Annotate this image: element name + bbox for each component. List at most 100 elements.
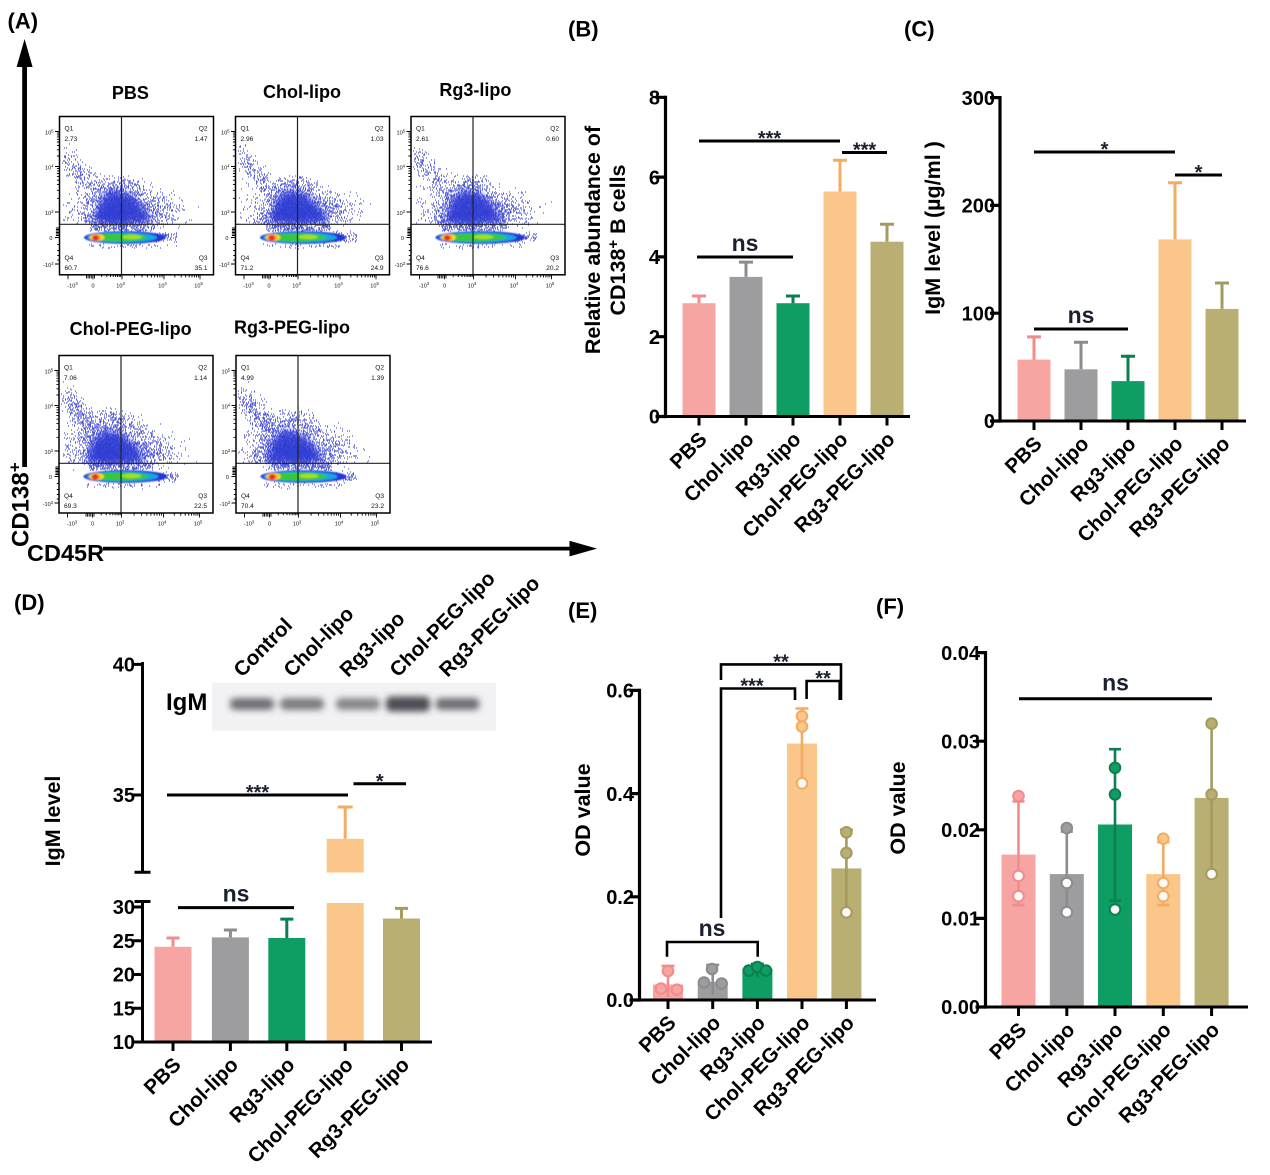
svg-text:(F): (F)	[876, 594, 904, 619]
svg-text:Q3: Q3	[198, 493, 207, 500]
svg-text:ns: ns	[1068, 302, 1095, 328]
svg-text:103: 103	[221, 209, 230, 217]
svg-text:*: *	[1195, 162, 1203, 184]
svg-text:Q3: Q3	[199, 255, 208, 262]
svg-text:105: 105	[194, 519, 203, 527]
svg-text:1.39: 1.39	[371, 375, 384, 382]
svg-text:104: 104	[158, 519, 167, 527]
svg-text:-103: -103	[395, 261, 406, 269]
svg-text:105: 105	[194, 281, 203, 289]
svg-text:IgM: IgM	[166, 689, 207, 716]
svg-text:-103: -103	[219, 261, 230, 269]
svg-text:35.1: 35.1	[195, 265, 208, 272]
svg-text:4: 4	[649, 247, 661, 269]
svg-text:2.96: 2.96	[241, 136, 254, 143]
svg-text:103: 103	[116, 281, 125, 289]
svg-text:-103: -103	[43, 261, 54, 269]
svg-text:***: ***	[740, 676, 764, 698]
svg-text:15: 15	[113, 999, 135, 1021]
svg-text:Q2: Q2	[375, 126, 384, 133]
svg-text:103: 103	[292, 281, 301, 289]
svg-text:(E): (E)	[568, 598, 597, 623]
svg-text:104: 104	[221, 402, 230, 410]
svg-text:Q4: Q4	[64, 493, 73, 500]
svg-text:60.7: 60.7	[65, 265, 78, 272]
svg-text:105: 105	[370, 281, 379, 289]
svg-text:Q3: Q3	[375, 493, 384, 500]
svg-text:ns: ns	[223, 881, 250, 907]
svg-text:***: ***	[246, 782, 270, 804]
svg-text:2: 2	[649, 327, 660, 349]
svg-text:1.14: 1.14	[194, 375, 207, 382]
svg-text:0.0: 0.0	[606, 990, 634, 1012]
svg-text:105: 105	[45, 128, 54, 136]
svg-text:0: 0	[91, 283, 94, 289]
svg-text:104: 104	[334, 281, 343, 289]
svg-text:103: 103	[468, 281, 477, 289]
svg-text:104: 104	[396, 163, 405, 171]
svg-text:*: *	[1101, 139, 1109, 161]
svg-text:71.2: 71.2	[241, 265, 254, 272]
svg-text:2.73: 2.73	[65, 136, 78, 143]
svg-text:103: 103	[116, 519, 125, 527]
svg-text:ns: ns	[1102, 670, 1129, 696]
svg-text:Chol-lipo: Chol-lipo	[263, 82, 341, 102]
svg-text:20.2: 20.2	[546, 265, 559, 272]
svg-text:ns: ns	[699, 915, 726, 941]
svg-text:0.00: 0.00	[941, 997, 980, 1019]
svg-text:Rg3-lipo: Rg3-lipo	[439, 80, 511, 100]
svg-text:25: 25	[113, 931, 135, 953]
svg-text:104: 104	[335, 519, 344, 527]
svg-text:(C): (C)	[904, 17, 935, 42]
svg-text:Chol-PEG-lipo: Chol-PEG-lipo	[70, 319, 192, 339]
svg-text:Q2: Q2	[198, 365, 207, 372]
svg-text:100: 100	[962, 303, 995, 325]
svg-text:30: 30	[113, 897, 135, 919]
svg-text:-103: -103	[220, 500, 231, 508]
svg-text:-103: -103	[43, 500, 54, 508]
svg-text:0.4: 0.4	[606, 784, 635, 806]
svg-text:*: *	[376, 771, 384, 793]
svg-text:OD value: OD value	[886, 761, 910, 854]
svg-text:Q4: Q4	[416, 255, 425, 262]
svg-text:Relative abundance of: Relative abundance of	[581, 125, 605, 354]
svg-text:0: 0	[49, 475, 52, 481]
svg-text:105: 105	[221, 128, 230, 136]
svg-text:200: 200	[962, 196, 995, 218]
svg-text:0: 0	[443, 283, 446, 289]
svg-text:Q4: Q4	[65, 255, 74, 262]
svg-text:0.6: 0.6	[606, 681, 634, 703]
svg-text:0: 0	[401, 236, 404, 242]
svg-text:Q1: Q1	[416, 126, 425, 133]
svg-text:Q1: Q1	[241, 365, 250, 372]
svg-text:2.61: 2.61	[416, 136, 429, 143]
svg-text:Q4: Q4	[241, 255, 250, 262]
svg-text:***: ***	[758, 128, 782, 150]
svg-text:76.6: 76.6	[416, 265, 429, 272]
svg-text:0: 0	[268, 522, 271, 528]
svg-text:0.2: 0.2	[606, 887, 634, 909]
svg-text:CD45R-: CD45R-	[27, 538, 110, 566]
svg-text:ns: ns	[732, 230, 759, 256]
svg-text:(B): (B)	[568, 17, 599, 42]
svg-text:4.99: 4.99	[241, 375, 254, 382]
svg-text:104: 104	[44, 402, 53, 410]
svg-text:22.5: 22.5	[194, 503, 207, 510]
svg-text:69.3: 69.3	[64, 503, 77, 510]
svg-text:23.2: 23.2	[371, 503, 384, 510]
svg-text:20: 20	[113, 965, 135, 987]
svg-text:0: 0	[267, 283, 270, 289]
svg-text:103: 103	[45, 209, 54, 217]
svg-text:-103: -103	[67, 519, 78, 527]
svg-text:104: 104	[221, 163, 230, 171]
svg-text:10: 10	[113, 1032, 135, 1054]
svg-text:104: 104	[45, 163, 54, 171]
svg-text:CD138+ B cells: CD138+ B cells	[605, 164, 630, 315]
svg-text:IgM level: IgM level	[41, 776, 65, 867]
svg-text:105: 105	[221, 367, 230, 375]
svg-text:0.03: 0.03	[941, 731, 980, 753]
svg-text:**: **	[773, 651, 789, 673]
svg-text:**: **	[815, 668, 831, 690]
svg-text:(D): (D)	[14, 590, 45, 615]
svg-text:Q2: Q2	[550, 126, 559, 133]
